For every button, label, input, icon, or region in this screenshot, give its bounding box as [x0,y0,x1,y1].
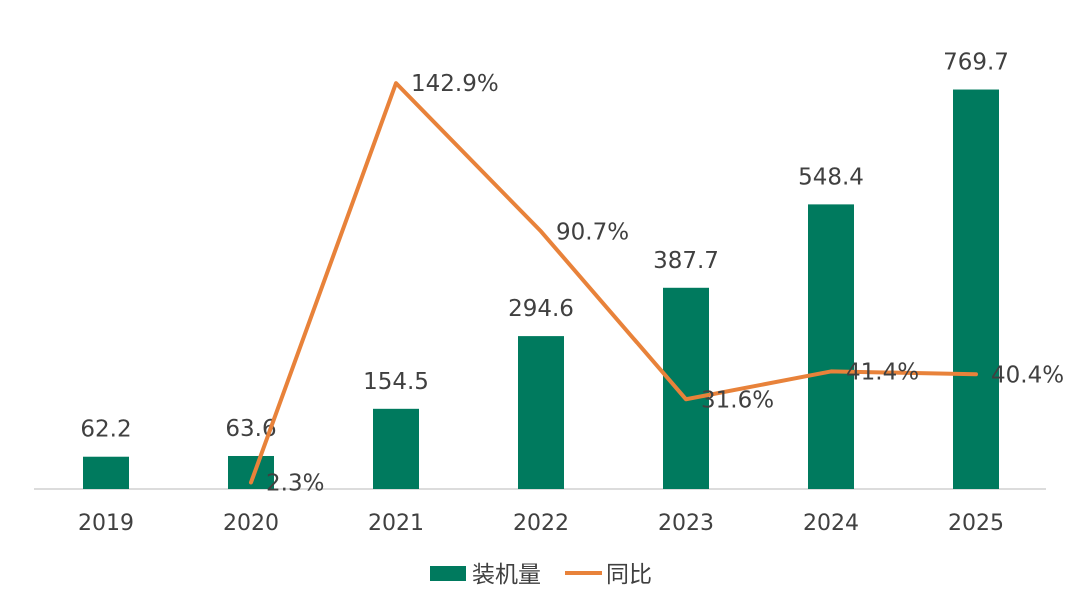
line-value-labels: 2.3% 142.9% 90.7% 31.6% 41.4% 40.4% [266,71,1064,496]
line-label-2024: 41.4% [846,359,919,385]
x-tick-2019: 2019 [78,511,134,536]
line-label-2020: 2.3% [266,470,324,496]
bar-label-2024: 548.4 [798,164,864,190]
legend-swatch-bar [430,566,466,581]
x-tick-2020: 2020 [223,511,279,536]
bar-label-2019: 62.2 [80,417,131,443]
bar-label-2022: 294.6 [508,296,574,322]
bar-label-2021: 154.5 [363,369,429,395]
bar-label-2023: 387.7 [653,248,719,274]
x-tick-labels: 2019 2020 2021 2022 2023 2024 2025 [78,511,1004,536]
x-tick-2025: 2025 [948,511,1004,536]
bar-2023 [663,287,709,489]
bar-2019 [83,456,129,489]
x-tick-2021: 2021 [368,511,424,536]
x-tick-2023: 2023 [658,511,714,536]
legend-label-line: 同比 [606,562,652,588]
line-label-2021: 142.9% [411,71,499,97]
line-label-2023: 31.6% [701,387,774,413]
bar-2024 [808,204,854,489]
bar-2025 [953,89,999,490]
bar-2021 [373,408,419,489]
bars [83,89,999,490]
legend-label-bar: 装机量 [472,562,541,588]
line-label-2022: 90.7% [556,219,629,245]
bar-2022 [518,336,564,489]
x-tick-2024: 2024 [803,511,859,536]
yoy-line [249,81,978,485]
bar-label-2025: 769.7 [943,50,1009,76]
line-label-2025: 40.4% [991,362,1064,388]
x-tick-2022: 2022 [513,511,569,536]
yoy-line-group [249,81,978,485]
legend: 装机量 同比 [430,562,652,588]
